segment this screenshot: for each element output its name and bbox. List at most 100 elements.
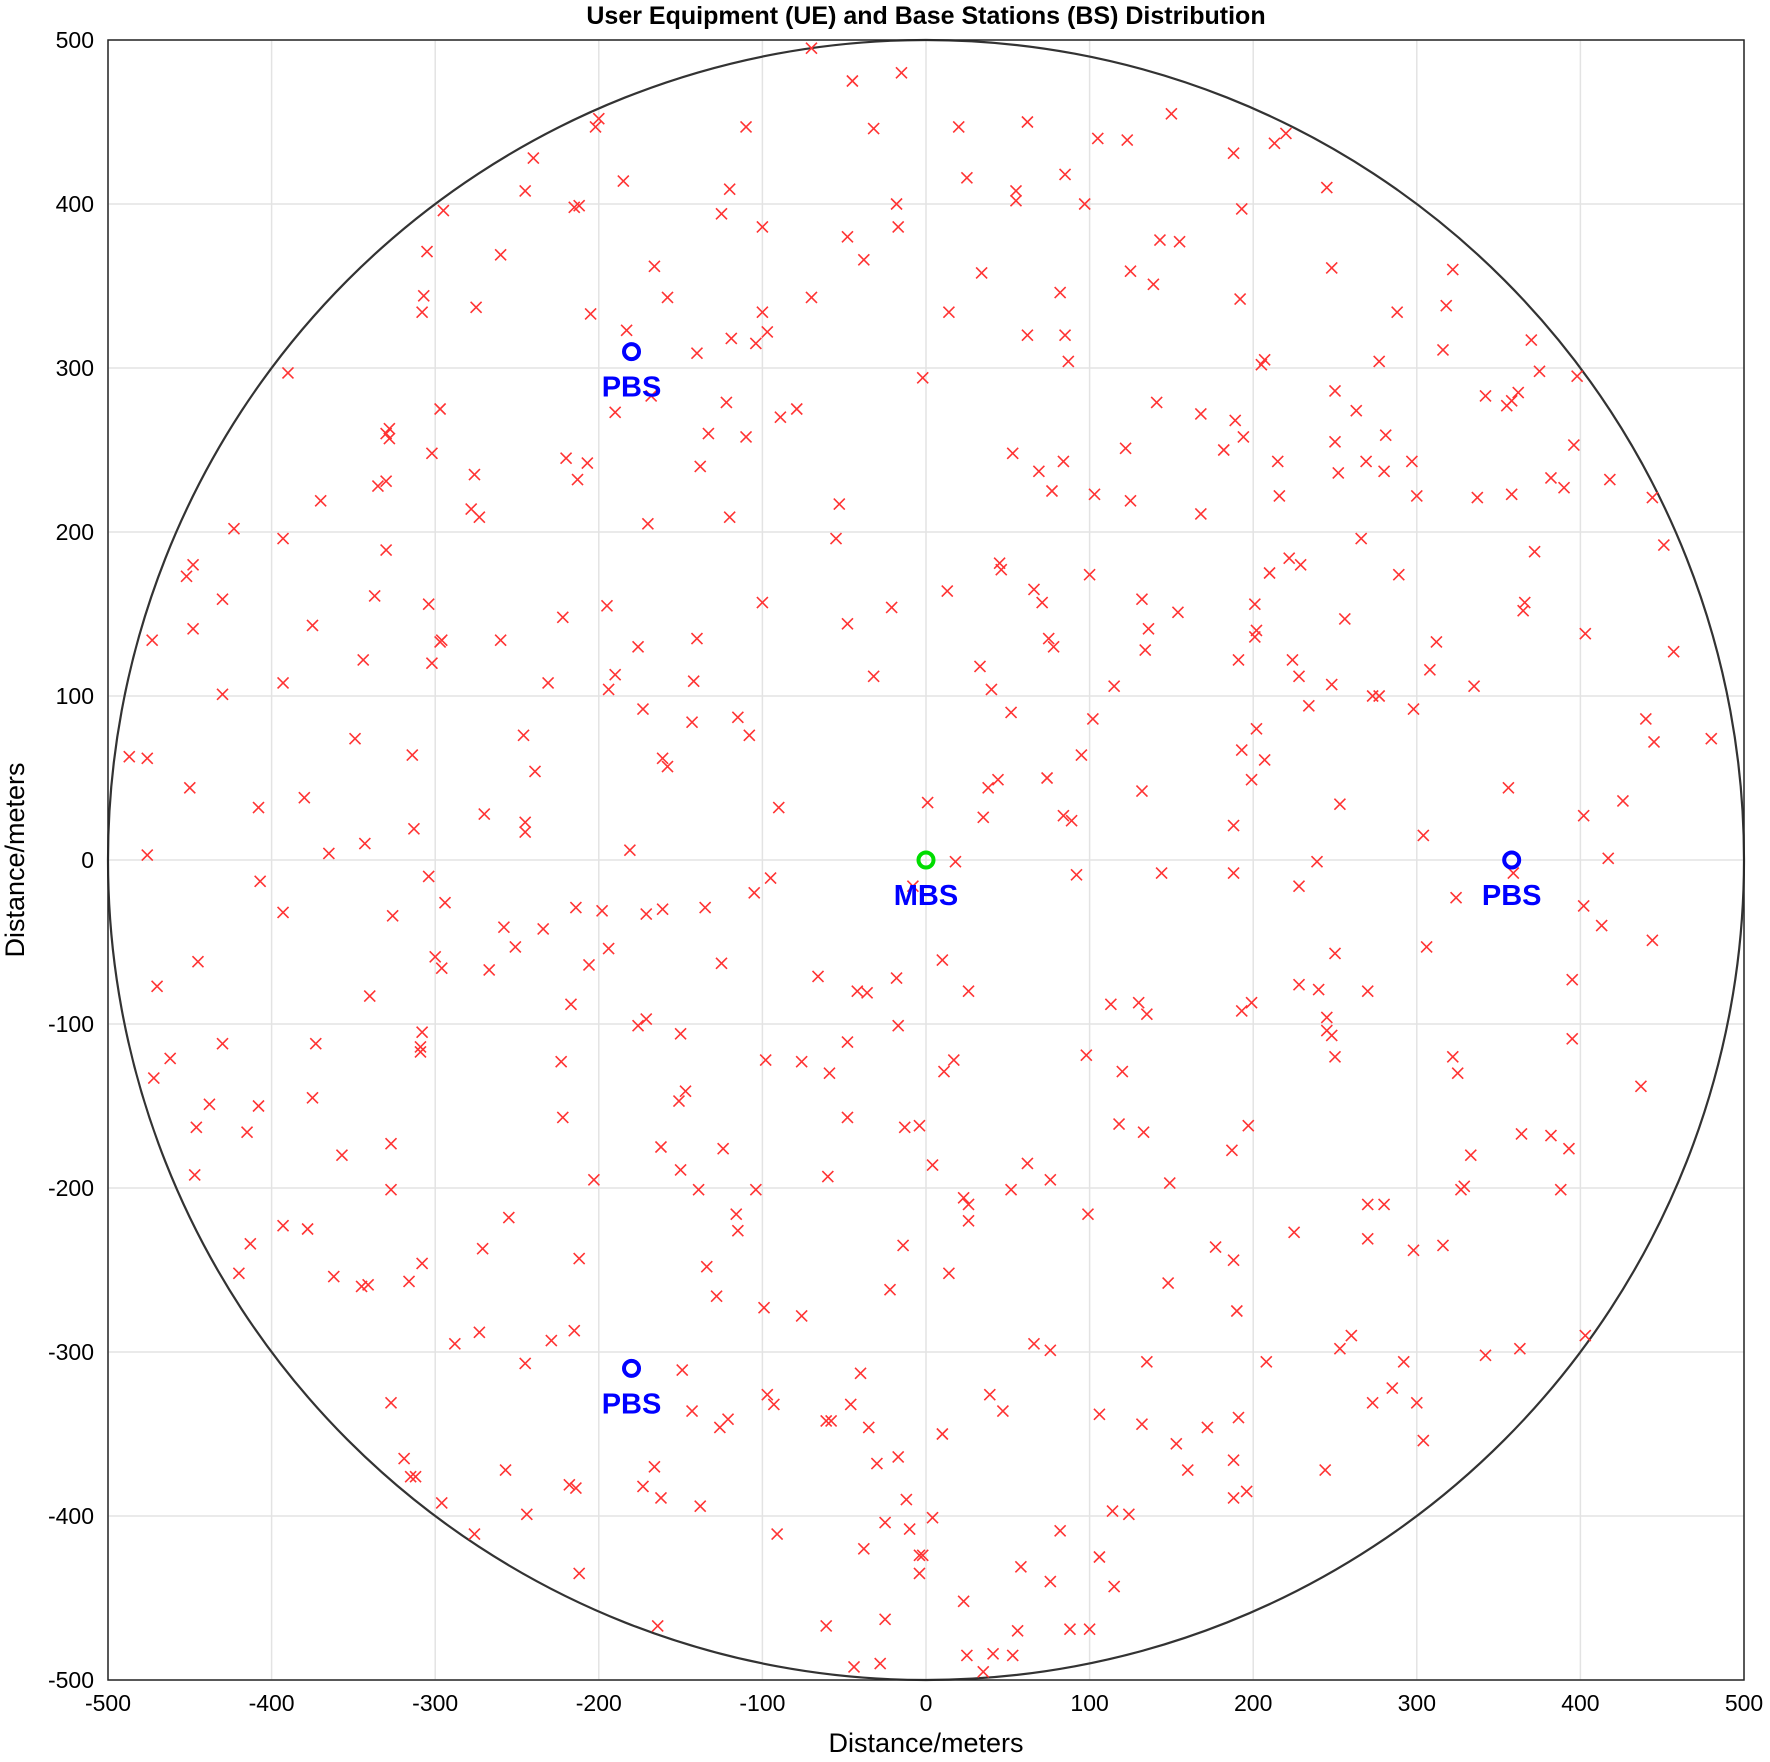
ue-point — [1165, 107, 1178, 120]
ue-point — [1595, 919, 1608, 932]
ue-point — [890, 197, 903, 211]
ue-point — [767, 1398, 780, 1411]
ue-point — [1181, 1464, 1194, 1477]
ue-point — [276, 906, 290, 919]
bs-marker-pbs — [622, 342, 642, 362]
ue-point — [1292, 978, 1306, 991]
ue-point — [502, 1211, 515, 1224]
ue-point — [1005, 706, 1018, 719]
ue-point — [1440, 299, 1453, 312]
bs-label-pbs: PBS — [602, 372, 662, 404]
ue-point — [795, 1309, 808, 1322]
bs-label-pbs: PBS — [602, 1388, 662, 1420]
ue-point — [1705, 732, 1718, 745]
ue-point — [1124, 265, 1137, 278]
ue-point — [739, 430, 753, 443]
ue-point — [885, 601, 898, 614]
ue-point — [870, 1457, 883, 1470]
ue-point — [641, 517, 654, 530]
ue-point — [434, 635, 447, 648]
ue-point — [1135, 785, 1149, 798]
ue-point — [1132, 996, 1145, 1009]
ue-point — [892, 1019, 905, 1032]
ue-point — [1009, 194, 1023, 207]
ue-point — [720, 396, 733, 409]
x-tick-label: 400 — [1561, 1690, 1599, 1716]
ue-point — [636, 1480, 650, 1493]
ue-point — [1517, 604, 1530, 617]
ue-point — [596, 904, 609, 917]
ue-point — [960, 171, 973, 184]
ue-point — [1512, 386, 1525, 399]
bs-marker-pbs — [1502, 850, 1522, 870]
ue-point — [996, 1404, 1009, 1418]
ue-point — [1042, 632, 1055, 645]
ue-point — [1057, 455, 1070, 468]
ue-point — [556, 611, 569, 624]
ue-point — [913, 1567, 926, 1580]
ue-point — [1142, 622, 1155, 635]
ue-point — [187, 622, 200, 635]
ue-point — [1325, 678, 1338, 691]
y-tick-labels: -500 -400 -300 -200 -100 0 100 200 300 400 500 — [48, 27, 94, 1693]
ue-point — [991, 773, 1005, 786]
ue-point — [276, 676, 290, 689]
ue-point — [685, 716, 699, 729]
ue-point — [1446, 1050, 1459, 1063]
plot-frame — [107, 39, 1745, 1681]
ue-point — [903, 1523, 916, 1536]
ue-point — [1194, 507, 1207, 521]
ue-point — [216, 688, 229, 701]
ue-point — [1328, 947, 1342, 960]
ue-point — [690, 632, 704, 645]
ue-point — [1040, 771, 1054, 785]
ue-point — [982, 781, 995, 794]
ue-point — [1260, 1355, 1273, 1368]
ue-point — [414, 1045, 427, 1058]
ue-point — [723, 183, 736, 196]
x-tick-label: 200 — [1234, 1690, 1272, 1716]
ue-point — [1544, 471, 1558, 484]
ue-point — [1544, 1129, 1558, 1142]
ue-point — [384, 1183, 398, 1196]
ue-point — [906, 880, 919, 893]
ue-point — [519, 184, 532, 197]
ue-point — [841, 230, 854, 243]
ue-point — [600, 599, 614, 612]
ue-point — [1554, 1183, 1567, 1196]
ue-point — [425, 657, 438, 670]
y-tick-label: 100 — [56, 683, 94, 709]
ue-point — [420, 245, 434, 258]
ue-point — [147, 1072, 160, 1085]
ue-point — [690, 347, 704, 360]
ue-point — [721, 1413, 735, 1426]
ue-point — [1006, 1649, 1019, 1662]
ue-point — [1471, 491, 1484, 504]
ue-point — [434, 402, 447, 416]
ue-point — [921, 796, 934, 809]
ue-point — [573, 1567, 586, 1580]
ue-point — [1325, 1029, 1338, 1042]
ue-point — [952, 120, 965, 133]
ue-point — [1616, 794, 1630, 808]
ue-point — [1011, 1624, 1024, 1637]
ue-point — [962, 985, 975, 998]
ue-point — [298, 791, 311, 804]
ue-point — [1227, 1491, 1240, 1505]
ue-point — [519, 1357, 532, 1370]
ue-point — [1062, 355, 1075, 368]
ue-point — [609, 406, 622, 419]
ue-point — [805, 291, 818, 304]
ue-point — [1319, 1464, 1332, 1477]
ue-point — [380, 427, 393, 440]
ue-point — [1430, 635, 1443, 648]
ue-point — [756, 220, 769, 234]
ue-point — [730, 1208, 743, 1221]
ue-point — [821, 1170, 834, 1183]
bs-marker-mbs — [916, 850, 936, 870]
ue-point — [1268, 137, 1281, 150]
ue-point — [700, 1260, 713, 1273]
ue-point — [227, 522, 241, 535]
y-tick-label: 300 — [56, 355, 94, 381]
y-tick-label: 500 — [56, 27, 94, 53]
